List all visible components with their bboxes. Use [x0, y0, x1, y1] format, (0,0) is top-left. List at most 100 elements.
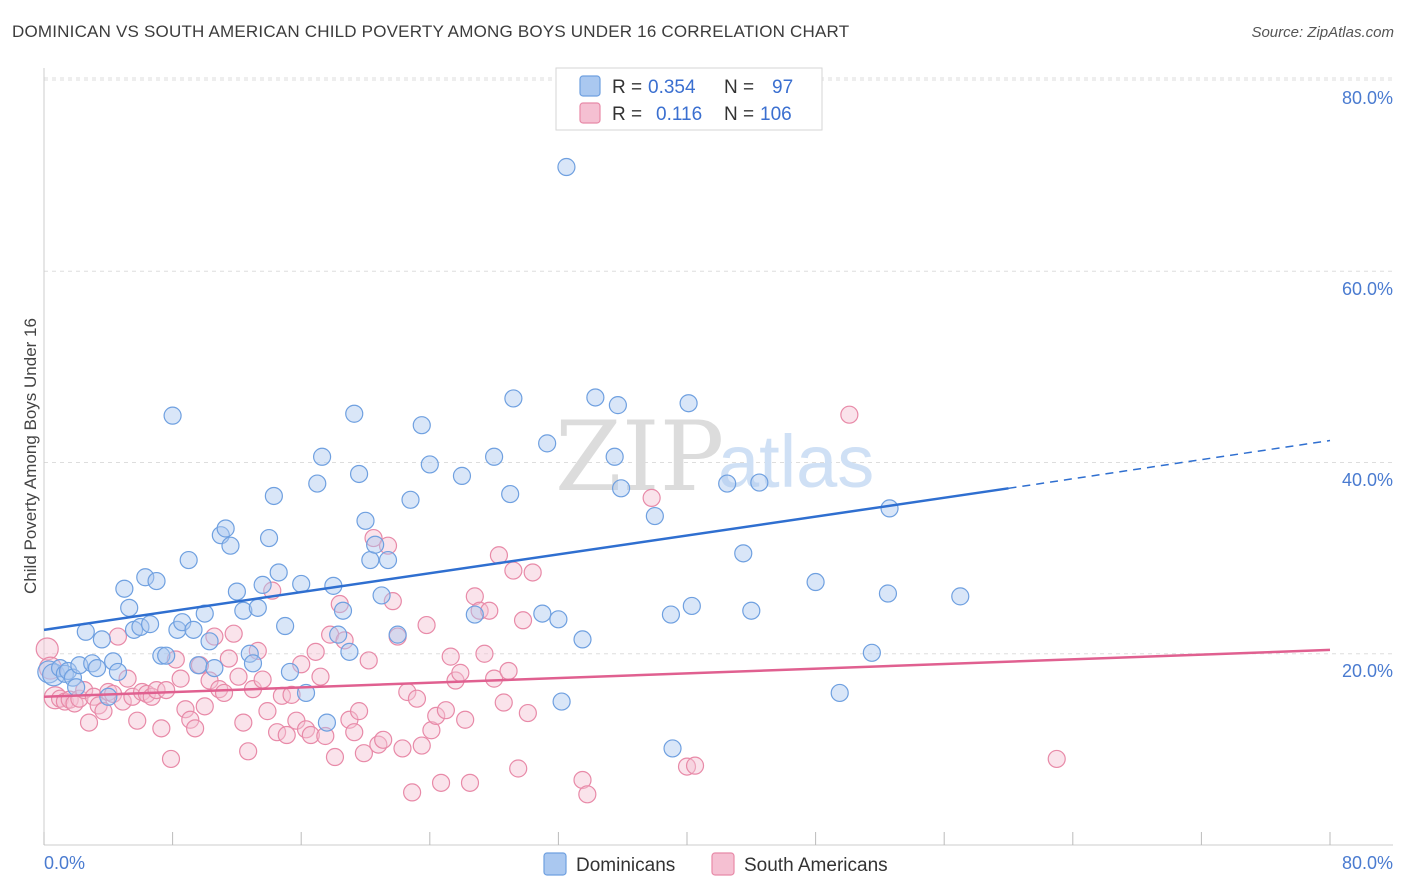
- dominicans-point: [878, 584, 898, 603]
- south-americans-point: [451, 663, 470, 682]
- dominicans-point: [504, 389, 523, 408]
- dominicans-point: [248, 598, 267, 617]
- legend-r-label-1: R =: [612, 77, 642, 98]
- dominicans-point: [611, 479, 631, 498]
- south-americans-point: [176, 700, 195, 719]
- dominicans-point: [372, 586, 391, 605]
- south-americans-point: [316, 726, 335, 746]
- south-americans-point: [513, 611, 533, 630]
- correlation-legend: R = 0.354 N = 97 R = 0.116 N = 106: [555, 67, 823, 131]
- south-americans-point: [685, 756, 705, 775]
- gridlines: [44, 77, 1393, 655]
- south-americans-point: [277, 725, 296, 745]
- legend-swatch-dominicans: [579, 75, 601, 97]
- dominicans-point: [552, 692, 571, 711]
- dominicans-point: [184, 620, 203, 639]
- south-americans-point: [166, 650, 185, 669]
- dominicans-point: [276, 616, 295, 636]
- dominicans-point: [549, 610, 568, 629]
- dominicans-point: [136, 568, 155, 587]
- south-americans-point: [475, 644, 494, 663]
- dominicans-point: [234, 601, 253, 620]
- dominicans-point: [806, 572, 825, 592]
- dominicans-point: [280, 662, 300, 682]
- south-americans-point: [518, 703, 537, 723]
- south-americans-point: [460, 773, 480, 792]
- dominicans-point: [573, 630, 592, 649]
- dominicans-point: [157, 646, 176, 665]
- dominicans-point: [120, 598, 139, 617]
- dominicans-point: [734, 544, 753, 563]
- chart-source: Source: ZipAtlas.com: [1251, 24, 1394, 41]
- dominicans-point: [205, 658, 224, 678]
- south-americans-point: [239, 742, 258, 761]
- dominicans-point: [216, 519, 235, 538]
- south-americans-point: [485, 669, 504, 688]
- south-americans-point: [465, 587, 484, 606]
- y-tick-40: 40.0%: [1342, 470, 1393, 490]
- south-americans-point: [523, 563, 542, 582]
- series-legend-swatch-south-americans: [711, 852, 735, 876]
- dominicans-point: [830, 683, 849, 703]
- south-americans-point: [296, 720, 316, 739]
- south-americans-point: [403, 783, 422, 802]
- dominicans-trend-extension: [1008, 439, 1331, 490]
- dominicans-trend-line: [43, 487, 1009, 632]
- x-axis-ticks: [43, 832, 1331, 845]
- watermark-zip: ZIP: [555, 401, 724, 513]
- dominicans-point: [340, 642, 359, 661]
- dominicans-point: [264, 486, 283, 506]
- dominicans-point: [661, 605, 681, 624]
- south-americans-point: [456, 710, 475, 729]
- y-axis-label: Child Poverty Among Boys Under 16: [21, 318, 40, 594]
- x-tick-min: 0.0%: [44, 853, 85, 873]
- dominicans-point: [317, 713, 337, 732]
- south-americans-point: [195, 697, 214, 716]
- dominicans-point: [951, 587, 970, 606]
- dominicans-point: [608, 396, 627, 415]
- dominicans-point: [742, 601, 761, 620]
- south-americans-point: [50, 689, 70, 708]
- y-tick-60: 60.0%: [1342, 279, 1393, 299]
- dominicans-point: [645, 506, 664, 526]
- dominicans-point: [345, 404, 364, 423]
- dominicans-point: [163, 406, 182, 425]
- south-americans-point: [258, 702, 277, 721]
- dominicans-point: [99, 687, 118, 706]
- dominicans-point: [259, 528, 279, 548]
- dominicans-point: [401, 490, 420, 509]
- south-americans-point: [499, 661, 518, 681]
- dominicans-point: [292, 574, 311, 594]
- legend-n-value-2: 106: [760, 104, 792, 125]
- dominicans-point: [227, 582, 246, 601]
- dominicans-point: [140, 615, 160, 634]
- south-americans-point: [35, 637, 59, 661]
- dominicans-point: [308, 474, 327, 493]
- dominicans-point: [557, 157, 576, 177]
- south-americans-point: [840, 405, 859, 424]
- dominicans-point: [240, 644, 259, 663]
- south-americans-point: [393, 739, 412, 758]
- south-americans-point: [161, 749, 181, 769]
- dominicans-point: [333, 601, 353, 620]
- dominicans-point: [189, 656, 208, 675]
- dominicans-point: [533, 604, 552, 623]
- dominicans-point: [412, 416, 431, 435]
- dominicans-point: [269, 563, 288, 582]
- south-americans-points: [35, 405, 1066, 804]
- south-americans-point: [306, 642, 325, 661]
- south-americans-point: [224, 624, 243, 643]
- south-americans-point: [219, 649, 238, 668]
- dominicans-point: [87, 658, 107, 678]
- dominicans-point: [200, 632, 219, 651]
- south-americans-point: [94, 702, 113, 721]
- dominicans-point: [679, 394, 698, 413]
- dominicans-point: [538, 434, 557, 453]
- watermark-atlas: atlas: [718, 420, 874, 503]
- south-americans-point: [374, 730, 393, 749]
- south-americans-point: [152, 719, 171, 738]
- south-americans-point: [441, 647, 460, 666]
- south-americans-point: [118, 669, 137, 688]
- legend-n-label-1: N =: [724, 77, 754, 98]
- south-americans-point: [354, 744, 373, 763]
